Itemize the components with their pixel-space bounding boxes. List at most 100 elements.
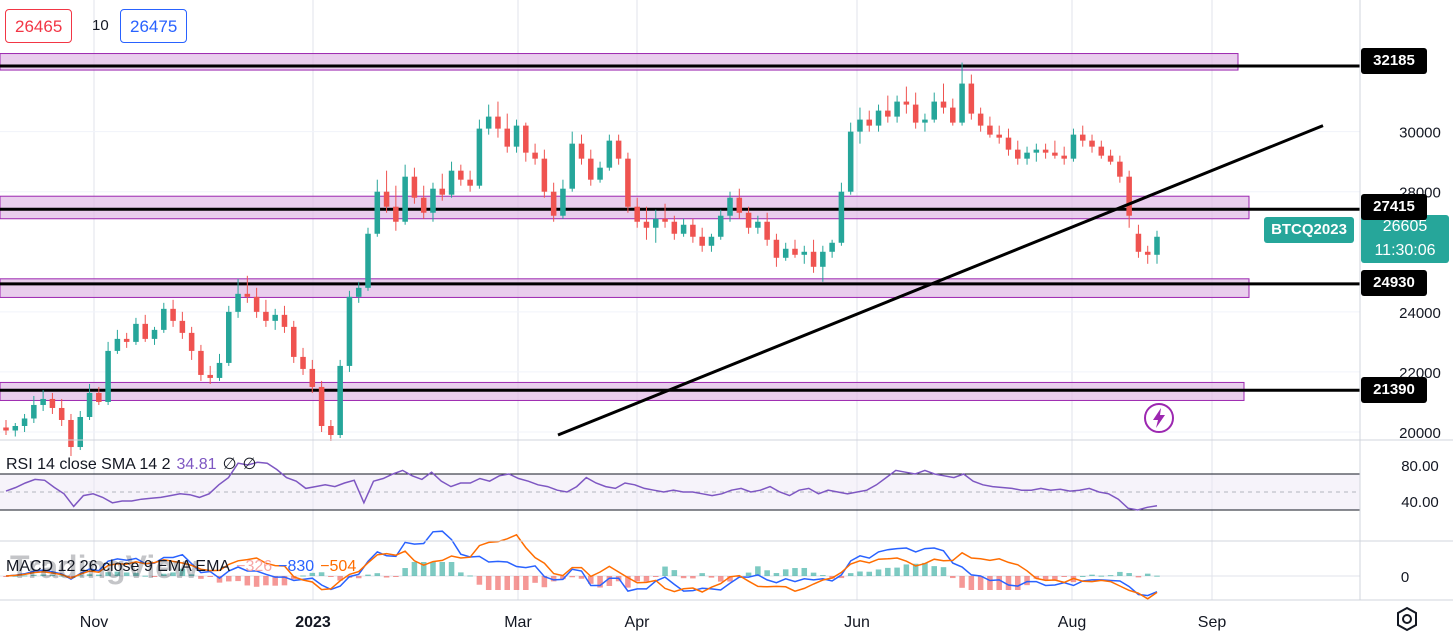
- macd-hist-bar: [690, 576, 696, 579]
- candle-123: [1144, 245, 1151, 264]
- candle-108: [1005, 128, 1012, 156]
- candle-5: [49, 392, 56, 414]
- candle-body: [810, 251, 817, 267]
- candle-17: [161, 302, 167, 333]
- macd-hist-bar: [31, 574, 37, 576]
- macd-hist-bar: [383, 576, 390, 578]
- candle-115: [1070, 128, 1077, 162]
- macd-hist-bar: [281, 576, 288, 586]
- macd-hist-bar: [866, 571, 873, 576]
- candle-body: [68, 419, 74, 448]
- candle-body: [1144, 251, 1151, 255]
- candle-body: [1070, 134, 1077, 159]
- candle-63: [588, 149, 594, 186]
- macd-hist-bar: [420, 562, 427, 576]
- macd-hist-bar: [597, 576, 603, 588]
- rsi-legend[interactable]: RSI 14 close SMA 14 2 34.81 ∅ ∅: [6, 454, 256, 474]
- candle-47: [439, 173, 446, 201]
- candle-105: [977, 107, 984, 132]
- macd-line: [5, 530, 1158, 597]
- macd-hist-bar: [699, 573, 705, 576]
- level-tag-24930: 24930: [1361, 270, 1427, 296]
- candle-68: [634, 197, 640, 228]
- macd-hist-bar: [922, 562, 928, 576]
- macd-hist-bar: [1015, 576, 1021, 590]
- candle-body: [866, 119, 873, 126]
- macd-hist-bar: [671, 570, 678, 576]
- candle-body: [49, 398, 56, 408]
- candle-40: [374, 179, 381, 237]
- macd-hist-bar: [151, 576, 158, 577]
- candle-body: [504, 128, 511, 147]
- macd-hist-bar: [77, 575, 84, 577]
- time-tick-label: Jun: [844, 614, 870, 631]
- macd-hist-bar: [1135, 576, 1142, 578]
- gear-icon[interactable]: [1394, 606, 1420, 632]
- macd-hist-bar: [550, 576, 557, 582]
- macd-signal-value: −504: [320, 558, 357, 575]
- rsi-tick-label: 40.00: [1401, 494, 1439, 511]
- candle-body: [903, 101, 910, 105]
- symbol-tag: BTCQ2023: [1264, 217, 1354, 243]
- candle-body: [838, 191, 845, 243]
- candle-32: [300, 347, 306, 375]
- candle-body: [272, 314, 278, 321]
- candle-74: [690, 218, 696, 243]
- candle-45: [420, 185, 427, 219]
- candle-body: [977, 113, 984, 126]
- macd-legend[interactable]: MACD 12 26 close 9 EMA EMA −326 −830 −504: [6, 558, 356, 576]
- macd-hist-bar: [662, 566, 668, 576]
- candle-body: [625, 158, 631, 207]
- macd-hist-bar: [569, 576, 575, 578]
- macd-hist-bar: [96, 574, 102, 576]
- macd-hist-bar: [652, 576, 659, 577]
- candle-48: [448, 161, 455, 198]
- candle-body: [1079, 134, 1086, 141]
- macd-hist-bar: [448, 562, 455, 576]
- candle-body: [847, 131, 854, 192]
- candle-89: [829, 239, 835, 258]
- candle-body: [393, 206, 399, 222]
- macd-hist-bar: [142, 575, 148, 577]
- macd-hist-bar: [1024, 576, 1030, 586]
- macd-hist-bar: [179, 568, 186, 576]
- macd-hist-bar: [1079, 575, 1086, 577]
- candle-body: [281, 314, 288, 327]
- candle-body: [485, 116, 492, 129]
- sell-price-button[interactable]: 26465: [5, 9, 73, 43]
- macd-hist-bar: [21, 575, 28, 577]
- candle-116: [1079, 125, 1086, 147]
- candle-body: [1033, 149, 1040, 153]
- candle-28: [263, 299, 269, 327]
- candle-120: [1117, 155, 1123, 183]
- candle-81: [755, 215, 761, 234]
- macd-hist-bar: [402, 568, 408, 576]
- candle-91: [847, 122, 854, 195]
- macd-pane: 0: [0, 530, 1409, 600]
- candle-body: [764, 221, 770, 240]
- candle-body: [857, 119, 863, 132]
- rsi-label: RSI 14 close SMA 14 2: [6, 456, 171, 473]
- candle-36: [337, 359, 343, 439]
- time-tick-label: Sep: [1198, 614, 1227, 631]
- candle-body: [968, 83, 975, 114]
- macd-value: −830: [278, 558, 315, 575]
- candle-79: [736, 188, 743, 219]
- macd-hist-bar: [411, 562, 418, 576]
- candle-body: [402, 176, 408, 222]
- lightning-bolt-icon[interactable]: [1143, 402, 1175, 434]
- candle-body: [290, 326, 297, 357]
- candle-15: [142, 314, 148, 342]
- macd-hist-bar: [523, 576, 529, 590]
- candle-body: [690, 224, 696, 237]
- candle-body: [513, 125, 520, 147]
- rsi-pane: 80.00 40.00: [0, 458, 1439, 511]
- candle-body: [476, 128, 483, 186]
- candle-body: [588, 158, 594, 180]
- candle-55: [513, 119, 520, 153]
- buy-price-button[interactable]: 26475: [120, 9, 188, 43]
- candle-body: [318, 386, 325, 426]
- candle-56: [523, 122, 529, 162]
